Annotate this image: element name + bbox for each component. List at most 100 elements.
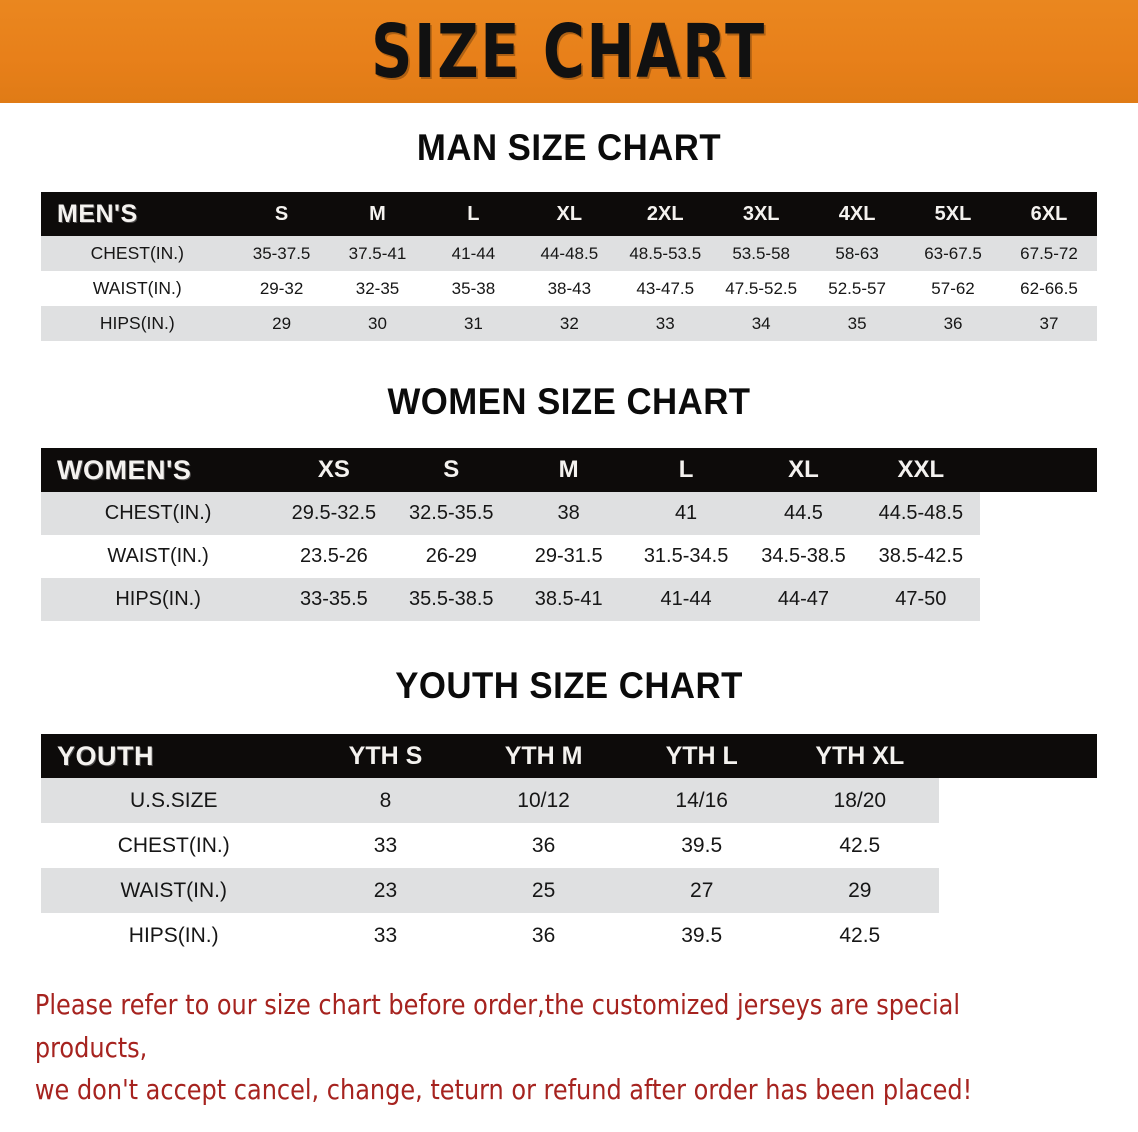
man-cell-value: 30 [329, 306, 426, 341]
youth-row-label: U.S.SIZE [41, 778, 307, 823]
youth-table-row: CHEST(IN.) 33 36 39.5 42.5 [41, 823, 1097, 868]
women-cell-value: 32.5-35.5 [392, 492, 510, 535]
women-table-head: WOMEN'S XS S M L XL XXL [41, 448, 1097, 492]
youth-cell-blank [938, 868, 1097, 913]
women-cell-value: 47-50 [862, 578, 980, 621]
man-table-row: CHEST(IN.) 35-37.5 37.5-41 41-44 44-48.5 48.5… [41, 236, 1097, 271]
disclaimer-line-2: we don't accept cancel, change, teturn o… [34, 1074, 973, 1107]
youth-row-label: WAIST(IN.) [41, 868, 307, 913]
man-corner-label: MEN'S [41, 192, 234, 236]
man-cell-value: 53.5-58 [713, 236, 810, 271]
man-row-label: WAIST(IN.) [41, 271, 234, 306]
women-cell-value: 34.5-38.5 [744, 535, 863, 578]
youth-cell-value: 23 [306, 868, 465, 913]
man-size-table: MEN'S S M L XL 2XL 3XL 4XL 5XL 6XL CHEST(IN.) 35-3… [41, 192, 1097, 341]
youth-cell-value: 8 [306, 778, 465, 823]
man-header-row: MEN'S S M L XL 2XL 3XL 4XL 5XL 6XL [41, 192, 1097, 236]
man-cell-value: 41-44 [425, 236, 522, 271]
man-cell-value: 48.5-53.5 [617, 236, 714, 271]
women-table-wrap: WOMEN'S XS S M L XL XXL CHEST(IN.) 29.5-32.5 32.… [0, 448, 1138, 621]
women-table-row: WAIST(IN.) 23.5-26 26-29 29-31.5 31.5-34.5 34… [41, 535, 1097, 578]
man-cell-value: 47.5-52.5 [713, 271, 810, 306]
women-table-row: HIPS(IN.) 33-35.5 35.5-38.5 38.5-41 41-44 44-… [41, 578, 1097, 621]
youth-cell-value: 33 [306, 913, 465, 958]
man-cell-value: 32 [521, 306, 618, 341]
man-cell-value: 33 [617, 306, 714, 341]
women-table-row: CHEST(IN.) 29.5-32.5 32.5-35.5 38 41 44.5 44.5… [41, 492, 1097, 535]
man-cell-value: 57-62 [905, 271, 1001, 306]
man-table-row: HIPS(IN.) 29 30 31 32 33 34 35 36 37 [41, 306, 1097, 341]
youth-table-wrap: YOUTH YTH S YTH M YTH L YTH XL U.S.SIZE 8 10/1… [0, 734, 1138, 958]
women-row-label: HIPS(IN.) [41, 578, 276, 621]
women-section-title: WOMEN SIZE CHART [387, 381, 751, 422]
women-cell-blank [979, 578, 1097, 621]
man-cell-value: 43-47.5 [617, 271, 714, 306]
women-row-label: WAIST(IN.) [41, 535, 276, 578]
youth-cell-value: 27 [622, 868, 781, 913]
man-row-label: HIPS(IN.) [41, 306, 234, 341]
women-column-header-xs: XS [275, 448, 393, 492]
women-cell-value: 44-47 [744, 578, 863, 621]
women-corner-label: WOMEN'S [41, 448, 276, 492]
man-cell-value: 67.5-72 [1000, 236, 1097, 271]
disclaimer-line-1: Please refer to our size chart before or… [34, 989, 961, 1064]
youth-column-header-yth-l: YTH L [622, 734, 781, 778]
youth-cell-value: 39.5 [622, 913, 781, 958]
youth-cell-value: 36 [464, 823, 623, 868]
man-cell-value: 36 [905, 306, 1001, 341]
women-cell-value: 38 [509, 492, 628, 535]
youth-size-table: YOUTH YTH S YTH M YTH L YTH XL U.S.SIZE 8 10/1… [41, 734, 1097, 958]
youth-cell-value: 42.5 [780, 823, 939, 868]
women-header-row: WOMEN'S XS S M L XL XXL [41, 448, 1097, 492]
man-column-header-3xl: 3XL [713, 192, 810, 236]
youth-row-label: HIPS(IN.) [41, 913, 307, 958]
youth-column-header-blank [938, 734, 1097, 778]
man-cell-value: 32-35 [329, 271, 426, 306]
man-column-header-6xl: 6XL [1000, 192, 1097, 236]
man-cell-value: 58-63 [809, 236, 906, 271]
man-cell-value: 35 [809, 306, 906, 341]
youth-table-row: HIPS(IN.) 33 36 39.5 42.5 [41, 913, 1097, 958]
man-column-header-2xl: 2XL [617, 192, 714, 236]
women-column-header-m: M [509, 448, 628, 492]
youth-cell-value: 36 [464, 913, 623, 958]
man-cell-value: 31 [425, 306, 522, 341]
women-column-header-xl: XL [744, 448, 863, 492]
man-table-row: WAIST(IN.) 29-32 32-35 35-38 38-43 43-47.5 47.… [41, 271, 1097, 306]
women-cell-value: 26-29 [392, 535, 510, 578]
man-column-header-m: M [329, 192, 426, 236]
man-cell-value: 29 [233, 306, 330, 341]
youth-header-row: YOUTH YTH S YTH M YTH L YTH XL [41, 734, 1097, 778]
youth-cell-blank [938, 778, 1097, 823]
youth-cell-value: 29 [780, 868, 939, 913]
youth-column-header-yth-xl: YTH XL [780, 734, 939, 778]
youth-cell-value: 33 [306, 823, 465, 868]
man-column-header-5xl: 5XL [905, 192, 1001, 236]
youth-column-header-yth-s: YTH S [306, 734, 465, 778]
youth-cell-value: 10/12 [464, 778, 623, 823]
man-section: MAN SIZE CHART MEN'S S M L XL 2XL 3XL 4XL 5XL 6XL… [0, 129, 1138, 341]
youth-cell-value: 25 [464, 868, 623, 913]
women-column-header-blank [979, 448, 1097, 492]
youth-cell-value: 18/20 [780, 778, 939, 823]
man-cell-value: 44-48.5 [521, 236, 618, 271]
women-column-header-xxl: XXL [862, 448, 980, 492]
women-section: WOMEN SIZE CHART WOMEN'S XS S M L XL XXL CHEST… [0, 383, 1138, 621]
women-cell-blank [979, 492, 1097, 535]
man-column-header-xl: XL [521, 192, 618, 236]
man-cell-value: 52.5-57 [809, 271, 906, 306]
man-cell-value: 37 [1000, 306, 1097, 341]
man-cell-value: 29-32 [233, 271, 330, 306]
youth-column-header-yth-m: YTH M [464, 734, 623, 778]
youth-section-title: YOUTH SIZE CHART [395, 665, 743, 706]
youth-cell-value: 39.5 [622, 823, 781, 868]
women-size-table: WOMEN'S XS S M L XL XXL CHEST(IN.) 29.5-32.5 32.… [41, 448, 1097, 621]
women-cell-value: 29.5-32.5 [275, 492, 393, 535]
women-column-header-s: S [392, 448, 510, 492]
women-cell-value: 29-31.5 [509, 535, 628, 578]
women-cell-blank [979, 535, 1097, 578]
man-row-label: CHEST(IN.) [41, 236, 234, 271]
women-cell-value: 23.5-26 [275, 535, 393, 578]
man-cell-value: 63-67.5 [905, 236, 1001, 271]
women-cell-value: 33-35.5 [275, 578, 393, 621]
